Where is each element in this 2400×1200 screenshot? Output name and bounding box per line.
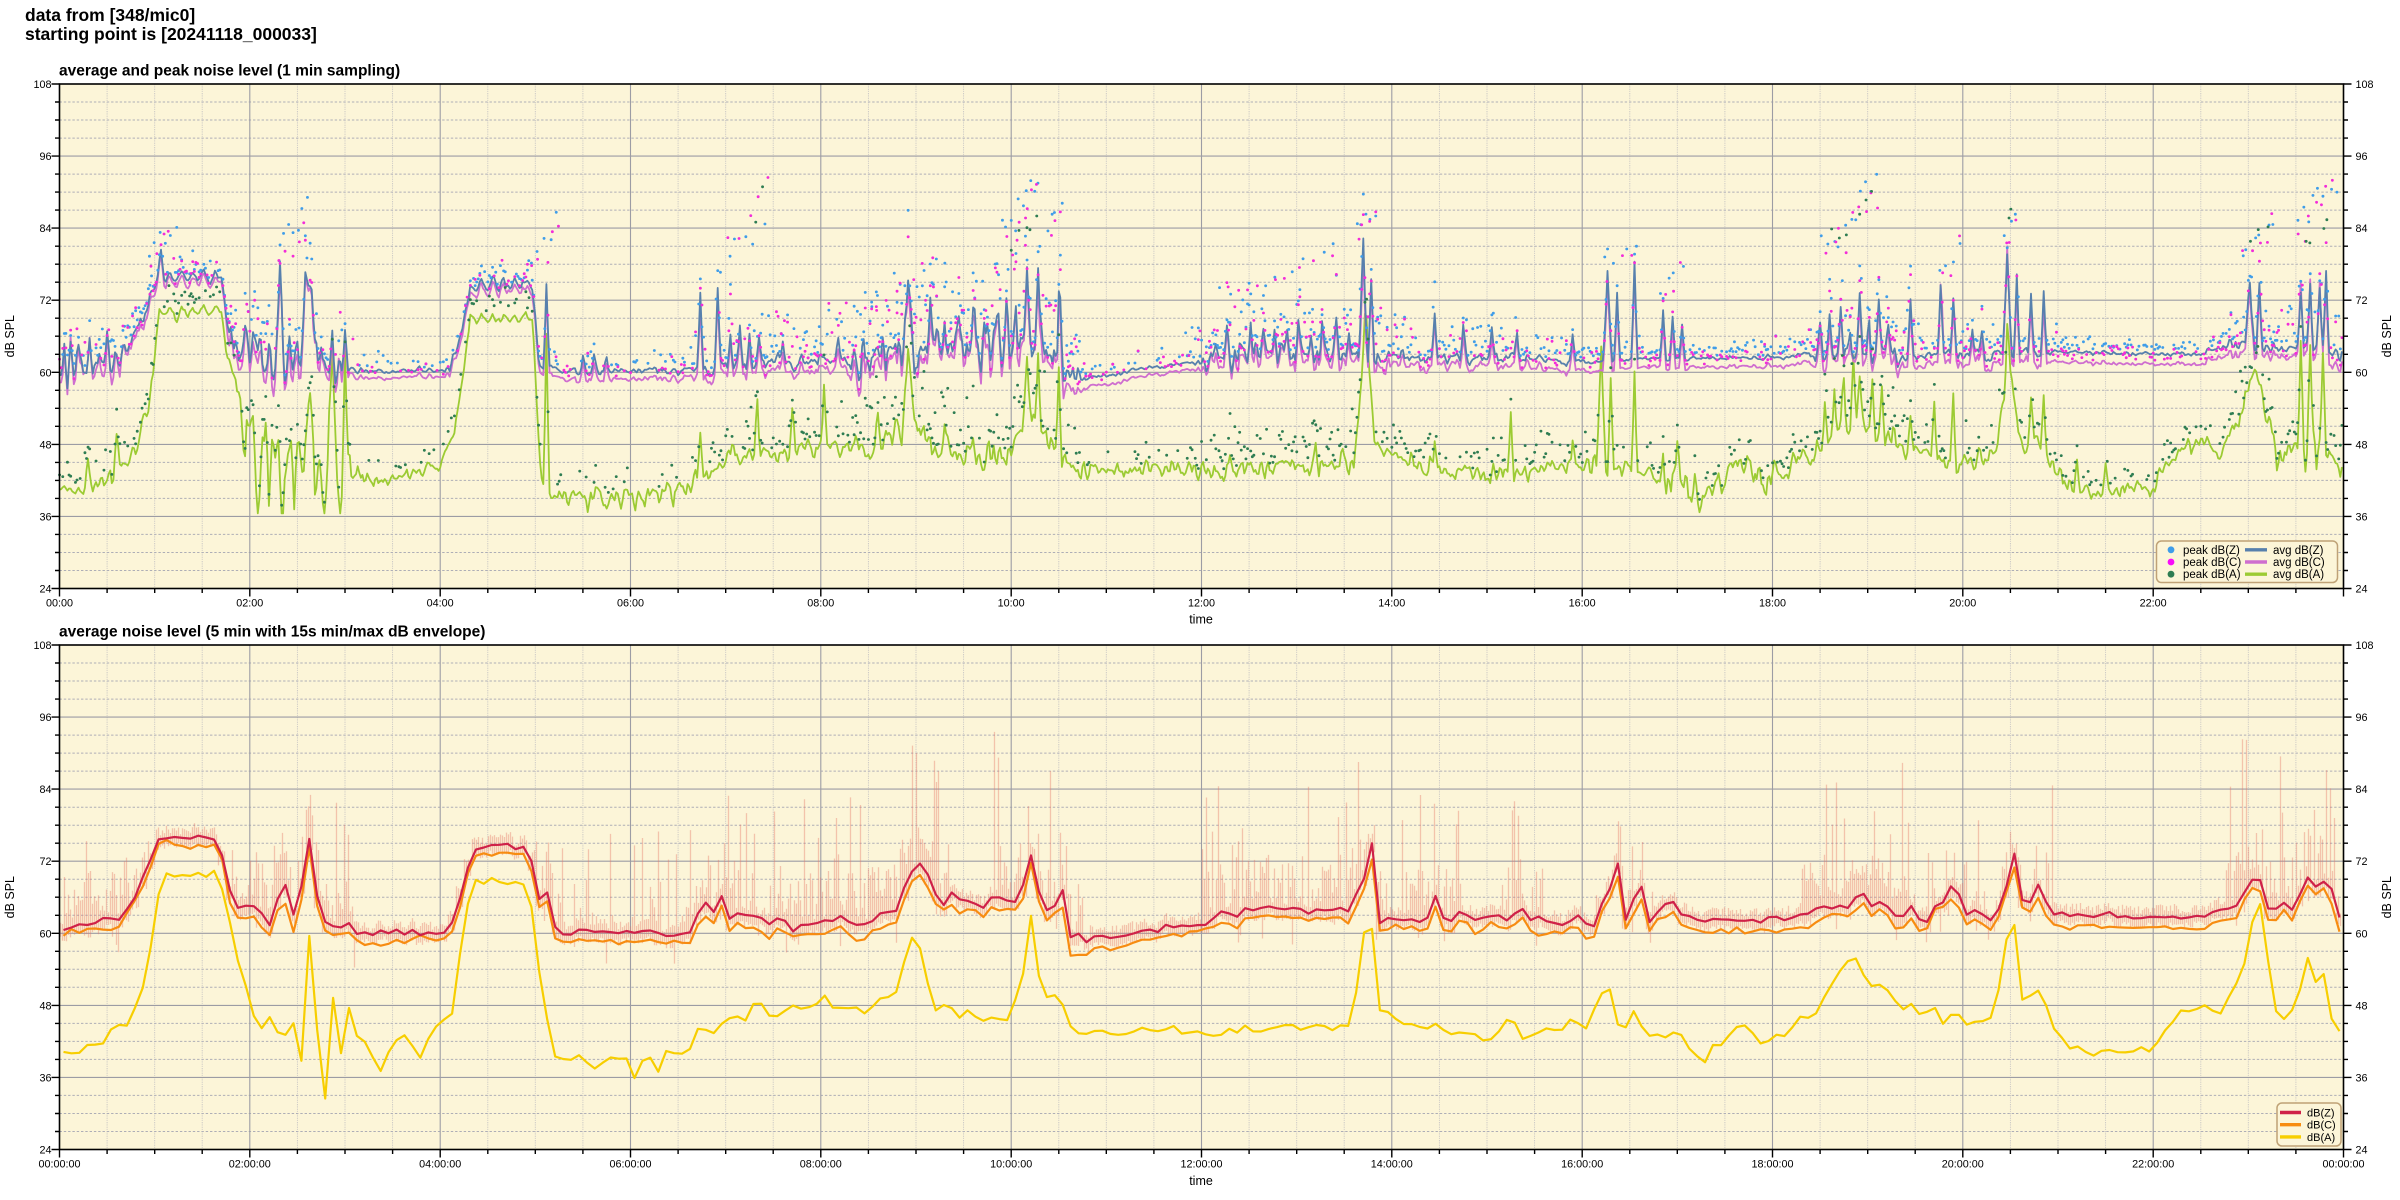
svg-text:02:00: 02:00 bbox=[236, 598, 263, 610]
svg-text:36: 36 bbox=[2356, 1072, 2368, 1084]
svg-text:60: 60 bbox=[2356, 367, 2368, 379]
svg-text:60: 60 bbox=[2356, 928, 2368, 940]
svg-text:16:00: 16:00 bbox=[1569, 598, 1596, 610]
svg-text:36: 36 bbox=[39, 1072, 51, 1084]
svg-text:dB SPL: dB SPL bbox=[3, 315, 17, 357]
svg-text:108: 108 bbox=[2356, 640, 2374, 652]
svg-text:108: 108 bbox=[2356, 79, 2374, 91]
svg-text:10:00:00: 10:00:00 bbox=[990, 1159, 1032, 1171]
svg-text:96: 96 bbox=[39, 151, 51, 163]
svg-text:dB SPL: dB SPL bbox=[2380, 876, 2394, 918]
svg-text:84: 84 bbox=[2356, 784, 2368, 796]
svg-text:60: 60 bbox=[39, 928, 51, 940]
svg-text:10:00: 10:00 bbox=[998, 598, 1025, 610]
svg-text:12:00: 12:00 bbox=[1188, 598, 1215, 610]
svg-text:14:00: 14:00 bbox=[1378, 598, 1405, 610]
svg-text:84: 84 bbox=[2356, 223, 2368, 235]
svg-text:dB(C): dB(C) bbox=[2307, 1120, 2336, 1132]
svg-text:dB(A): dB(A) bbox=[2307, 1132, 2335, 1144]
svg-text:dB(Z): dB(Z) bbox=[2307, 1108, 2335, 1120]
svg-text:data from [348/mic0]: data from [348/mic0] bbox=[25, 5, 195, 25]
svg-text:00:00:00: 00:00:00 bbox=[2322, 1159, 2364, 1171]
svg-text:48: 48 bbox=[2356, 439, 2368, 451]
svg-text:starting point is [20241118_00: starting point is [20241118_000033] bbox=[25, 24, 317, 44]
svg-text:peak dB(Z): peak dB(Z) bbox=[2183, 545, 2240, 557]
svg-text:24: 24 bbox=[2356, 584, 2368, 596]
svg-text:60: 60 bbox=[39, 367, 51, 379]
svg-text:peak dB(C): peak dB(C) bbox=[2183, 557, 2241, 569]
svg-text:18:00:00: 18:00:00 bbox=[1751, 1159, 1793, 1171]
svg-text:48: 48 bbox=[2356, 1000, 2368, 1012]
svg-text:08:00: 08:00 bbox=[807, 598, 834, 610]
svg-text:06:00:00: 06:00:00 bbox=[609, 1159, 651, 1171]
svg-text:96: 96 bbox=[2356, 712, 2368, 724]
svg-text:02:00:00: 02:00:00 bbox=[229, 1159, 271, 1171]
svg-text:36: 36 bbox=[2356, 511, 2368, 523]
svg-text:00:00:00: 00:00:00 bbox=[38, 1159, 80, 1171]
svg-text:72: 72 bbox=[2356, 295, 2368, 307]
svg-text:108: 108 bbox=[33, 640, 51, 652]
svg-text:00:00: 00:00 bbox=[46, 598, 73, 610]
svg-text:time: time bbox=[1189, 1174, 1213, 1188]
svg-text:84: 84 bbox=[39, 784, 51, 796]
svg-text:dB SPL: dB SPL bbox=[2380, 315, 2394, 357]
svg-text:24: 24 bbox=[39, 1145, 51, 1157]
svg-text:06:00: 06:00 bbox=[617, 598, 644, 610]
svg-text:08:00:00: 08:00:00 bbox=[800, 1159, 842, 1171]
svg-text:avg dB(Z): avg dB(Z) bbox=[2273, 545, 2324, 557]
svg-text:22:00:00: 22:00:00 bbox=[2132, 1159, 2174, 1171]
svg-text:84: 84 bbox=[39, 223, 51, 235]
svg-text:14:00:00: 14:00:00 bbox=[1371, 1159, 1413, 1171]
svg-text:avg dB(A): avg dB(A) bbox=[2273, 569, 2324, 581]
svg-text:avg dB(C): avg dB(C) bbox=[2273, 557, 2325, 569]
svg-text:72: 72 bbox=[39, 295, 51, 307]
svg-text:72: 72 bbox=[2356, 856, 2368, 868]
svg-text:72: 72 bbox=[39, 856, 51, 868]
svg-text:96: 96 bbox=[2356, 151, 2368, 163]
svg-text:time: time bbox=[1189, 613, 1213, 627]
svg-text:20:00:00: 20:00:00 bbox=[1942, 1159, 1984, 1171]
svg-text:dB SPL: dB SPL bbox=[3, 876, 17, 918]
svg-text:04:00:00: 04:00:00 bbox=[419, 1159, 461, 1171]
svg-text:36: 36 bbox=[39, 511, 51, 523]
svg-text:20:00: 20:00 bbox=[1949, 598, 1976, 610]
svg-text:24: 24 bbox=[2356, 1145, 2368, 1157]
svg-text:96: 96 bbox=[39, 712, 51, 724]
svg-text:average noise level (5 min wit: average noise level (5 min with 15s min/… bbox=[59, 624, 485, 641]
svg-text:48: 48 bbox=[39, 1000, 51, 1012]
svg-text:average and peak noise level (: average and peak noise level (1 min samp… bbox=[59, 63, 400, 80]
svg-text:24: 24 bbox=[39, 584, 51, 596]
svg-text:22:00: 22:00 bbox=[2140, 598, 2167, 610]
svg-text:48: 48 bbox=[39, 439, 51, 451]
svg-text:108: 108 bbox=[33, 79, 51, 91]
svg-text:18:00: 18:00 bbox=[1759, 598, 1786, 610]
svg-text:04:00: 04:00 bbox=[427, 598, 454, 610]
svg-text:12:00:00: 12:00:00 bbox=[1180, 1159, 1222, 1171]
svg-text:16:00:00: 16:00:00 bbox=[1561, 1159, 1603, 1171]
svg-text:peak dB(A): peak dB(A) bbox=[2183, 569, 2241, 581]
